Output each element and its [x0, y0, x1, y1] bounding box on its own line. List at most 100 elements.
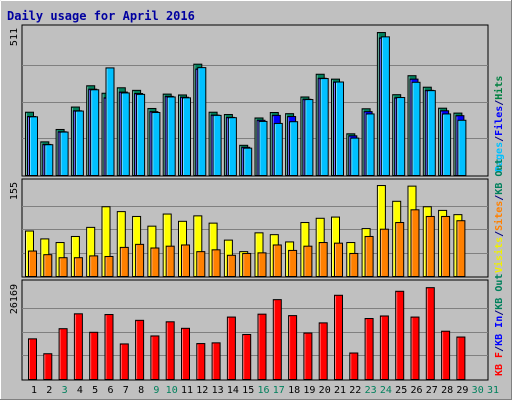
- series-kb-f: [28, 287, 466, 381]
- legend-entry: Sites: [493, 201, 505, 231]
- bar: [379, 315, 389, 381]
- bar: [364, 318, 374, 381]
- legend-entry: /: [494, 136, 505, 142]
- bar: [272, 299, 282, 381]
- day-label-4: 4: [77, 385, 83, 396]
- bar: [442, 113, 452, 176]
- day-label-12: 12: [196, 385, 208, 396]
- bar: [43, 353, 53, 380]
- bar: [196, 343, 206, 380]
- bar: [288, 249, 298, 277]
- bar: [166, 96, 176, 176]
- bar: [364, 235, 374, 278]
- day-label-5: 5: [92, 385, 98, 396]
- day-label-13: 13: [212, 385, 224, 396]
- bar: [89, 331, 99, 381]
- bar: [441, 330, 451, 380]
- series-pages: [29, 36, 467, 177]
- bar: [74, 110, 84, 176]
- day-label-11: 11: [181, 385, 193, 396]
- day-label-17: 17: [273, 385, 285, 396]
- bar: [242, 252, 252, 277]
- day-label-10: 10: [166, 385, 178, 396]
- series-sites: [28, 209, 466, 278]
- day-label-26: 26: [410, 385, 422, 396]
- bar: [349, 252, 359, 277]
- legend-entry: KB Out: [494, 159, 505, 195]
- bar: [349, 352, 359, 380]
- day-label-22: 22: [349, 385, 361, 396]
- bar: [273, 122, 283, 176]
- day-label-15: 15: [242, 385, 254, 396]
- bar: [90, 89, 100, 176]
- bar: [456, 336, 466, 381]
- bar: [379, 228, 389, 278]
- legend-entry: Files: [493, 106, 505, 136]
- y-axis-max-label: 155: [9, 182, 20, 200]
- bar: [73, 313, 83, 380]
- day-label-7: 7: [123, 385, 129, 396]
- bar: [426, 90, 436, 176]
- bar: [150, 247, 160, 278]
- legend-entry: /: [494, 346, 505, 352]
- bar: [395, 222, 405, 277]
- bar: [59, 131, 69, 176]
- bar: [425, 215, 435, 277]
- day-label-21: 21: [334, 385, 346, 396]
- legend: Visits/Sites/KB Out: [493, 159, 505, 273]
- bar: [350, 137, 360, 176]
- day-label-14: 14: [227, 385, 239, 396]
- bar: [457, 119, 467, 176]
- plot-area: [21, 279, 489, 381]
- bar: [120, 92, 130, 176]
- bar: [135, 243, 145, 277]
- bar: [28, 338, 37, 381]
- bar: [303, 245, 313, 277]
- bar: [104, 255, 114, 277]
- bar: [304, 99, 314, 176]
- day-label-20: 20: [319, 385, 331, 396]
- bar: [425, 287, 435, 381]
- bar: [334, 294, 343, 380]
- bar: [242, 333, 252, 380]
- day-label-28: 28: [441, 385, 453, 396]
- bar: [288, 315, 298, 380]
- day-label-3: 3: [62, 385, 68, 396]
- day-label-30: 30: [472, 385, 484, 396]
- bar: [104, 314, 114, 380]
- legend-entry: Visits: [493, 237, 505, 273]
- bar: [105, 67, 115, 176]
- bar: [318, 242, 328, 277]
- bar: [181, 327, 190, 380]
- bar: [136, 93, 146, 176]
- bar: [58, 257, 68, 278]
- bar: [151, 112, 161, 176]
- bar: [396, 97, 406, 176]
- bar: [212, 114, 222, 176]
- bar: [44, 144, 54, 176]
- bar: [150, 335, 160, 381]
- bar: [196, 251, 206, 277]
- legend-entry: /: [494, 231, 505, 237]
- bar: [211, 342, 221, 380]
- day-label-18: 18: [288, 385, 300, 396]
- bar: [28, 250, 37, 278]
- day-label-29: 29: [456, 385, 468, 396]
- bar: [227, 117, 237, 177]
- day-label-24: 24: [380, 385, 392, 396]
- bar: [165, 245, 175, 277]
- legend-entry: Pages: [494, 142, 505, 172]
- legend-entry: KB Out: [494, 274, 505, 310]
- bar: [73, 257, 83, 278]
- bar: [257, 252, 267, 278]
- bar: [410, 316, 420, 381]
- bar: [318, 322, 328, 380]
- bar: [43, 254, 53, 277]
- bar: [58, 328, 68, 381]
- day-label-25: 25: [395, 385, 407, 396]
- x-axis-day-labels: 1 2 3 4 5 6 7 8 9 10 11 12 13 14 15 16 17 18 19 20 21 22 23 24 2…: [31, 385, 499, 396]
